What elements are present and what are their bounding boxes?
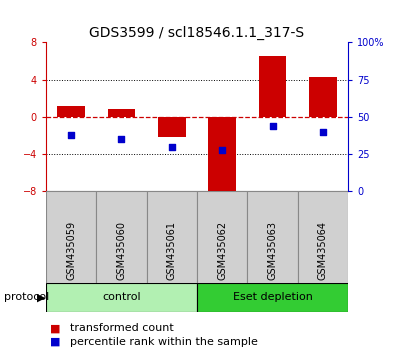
Bar — [57, 105, 85, 117]
Point — [269, 123, 276, 129]
Bar — [309, 77, 337, 117]
Bar — [46, 283, 197, 312]
Text: ▶: ▶ — [37, 292, 46, 302]
Text: ■: ■ — [50, 337, 60, 347]
Bar — [247, 191, 298, 283]
Text: GSM435064: GSM435064 — [318, 221, 328, 280]
Bar — [197, 191, 247, 283]
Bar — [259, 56, 286, 117]
Title: GDS3599 / scl18546.1.1_317-S: GDS3599 / scl18546.1.1_317-S — [90, 26, 304, 40]
Point — [320, 129, 326, 135]
Text: transformed count: transformed count — [70, 323, 174, 333]
Text: GSM435060: GSM435060 — [116, 221, 126, 280]
Bar — [108, 109, 135, 117]
Bar — [298, 191, 348, 283]
Text: Eset depletion: Eset depletion — [232, 292, 312, 302]
Text: control: control — [102, 292, 141, 302]
Text: GSM435062: GSM435062 — [217, 221, 227, 280]
Bar — [96, 191, 147, 283]
Bar — [197, 283, 348, 312]
Point — [68, 132, 74, 137]
Text: GSM435059: GSM435059 — [66, 221, 76, 280]
Text: GSM435063: GSM435063 — [268, 221, 278, 280]
Bar — [158, 117, 186, 137]
Text: percentile rank within the sample: percentile rank within the sample — [70, 337, 258, 347]
Bar — [46, 191, 96, 283]
Point — [219, 147, 225, 152]
Point — [169, 144, 175, 149]
Text: protocol: protocol — [4, 292, 49, 302]
Point — [118, 136, 125, 142]
Text: ■: ■ — [50, 323, 60, 333]
Bar — [147, 191, 197, 283]
Bar — [208, 117, 236, 199]
Text: GSM435061: GSM435061 — [167, 221, 177, 280]
